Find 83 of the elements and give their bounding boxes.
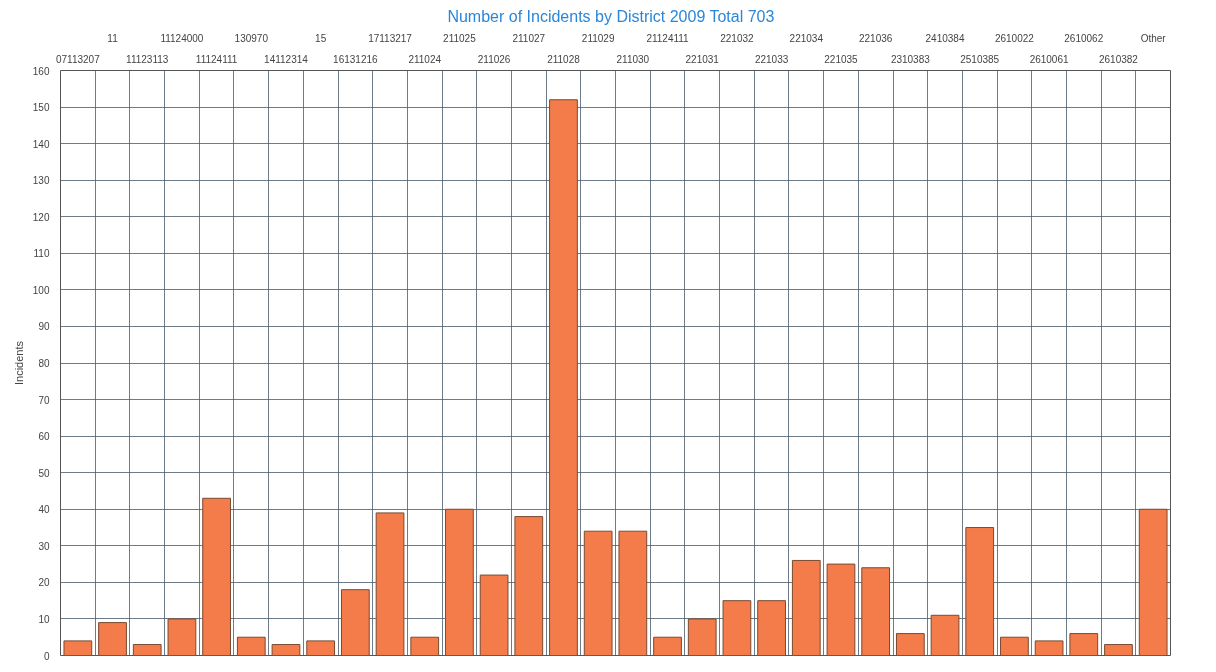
y-tick-label: 90 xyxy=(38,321,50,333)
bar xyxy=(618,530,648,656)
x-tick-label: 15 xyxy=(315,32,327,44)
y-tick-label: 20 xyxy=(38,577,50,589)
bar xyxy=(340,589,370,656)
x-tick-label: 2610022 xyxy=(994,32,1035,44)
y-tick-label: 0 xyxy=(43,650,50,662)
bar xyxy=(202,497,231,656)
x-tick-label: 211030 xyxy=(616,53,650,65)
x-tick-label: 2410384 xyxy=(925,32,965,44)
bar xyxy=(549,99,578,656)
bar xyxy=(1104,644,1133,656)
x-tick-label: 211029 xyxy=(581,32,615,44)
y-tick-label: 120 xyxy=(32,211,50,223)
y-tick-label: 130 xyxy=(32,175,50,187)
bar xyxy=(757,600,786,656)
x-tick-label: 14112314 xyxy=(264,53,309,65)
x-tick-label: 211024 xyxy=(408,53,442,65)
x-tick-label: 221033 xyxy=(754,53,789,65)
bar xyxy=(826,563,856,656)
x-tick-label: 221034 xyxy=(789,32,824,44)
bar xyxy=(583,530,613,656)
bar xyxy=(791,559,821,656)
y-tick-label: 80 xyxy=(38,358,50,369)
bar xyxy=(445,508,474,656)
x-tick-label: 130970 xyxy=(234,32,269,44)
y-tick-label: 70 xyxy=(38,394,50,406)
x-tick-label: 211028 xyxy=(547,53,581,65)
bar xyxy=(1069,633,1099,656)
x-tick-label: 11123113 xyxy=(126,53,169,65)
bar xyxy=(1000,636,1029,656)
bar xyxy=(653,636,682,656)
bar xyxy=(236,636,266,656)
x-tick-label: 11124111 xyxy=(195,53,238,65)
bar xyxy=(895,633,925,656)
y-tick-label: 140 xyxy=(32,138,50,150)
bar xyxy=(722,600,752,656)
x-tick-label: 211025 xyxy=(443,32,477,44)
x-tick-label: 21124111 xyxy=(646,32,690,44)
y-tick-label: 50 xyxy=(38,467,50,479)
bar xyxy=(965,527,995,656)
bar xyxy=(271,644,301,656)
y-axis-title: Incidents xyxy=(12,340,25,386)
x-tick-label: 221036 xyxy=(858,32,893,44)
y-tick-label: 160 xyxy=(32,65,50,77)
bar xyxy=(861,567,891,656)
x-tick-label: 11 xyxy=(107,32,119,44)
x-tick-label: 221031 xyxy=(685,53,720,65)
y-tick-label: 40 xyxy=(38,504,50,516)
x-tick-label: 211026 xyxy=(477,53,511,65)
bar xyxy=(306,640,336,656)
y-tick-label: 100 xyxy=(32,284,50,296)
x-tick-label: 17113217 xyxy=(368,32,413,44)
x-tick-label: 07113207 xyxy=(55,53,101,65)
x-tick-label: 16131216 xyxy=(333,53,379,65)
y-tick-label: 110 xyxy=(33,248,50,260)
bar xyxy=(98,622,127,656)
x-tick-label: 2310383 xyxy=(890,53,931,65)
bar xyxy=(1034,640,1064,656)
x-tick-label: Other xyxy=(1140,32,1167,44)
bar xyxy=(687,618,717,656)
bar xyxy=(410,636,440,656)
x-tick-label: 211027 xyxy=(512,32,546,44)
y-tick-label: 60 xyxy=(38,431,50,443)
bar xyxy=(479,574,509,656)
bar xyxy=(514,516,544,656)
x-tick-label: 11124000 xyxy=(160,32,204,44)
bar xyxy=(930,614,960,656)
bar xyxy=(167,618,197,656)
bar xyxy=(375,512,405,656)
chart-title: Number of Incidents by District 2009 Total 703 xyxy=(447,7,775,25)
bar xyxy=(1138,508,1168,656)
x-tick-label: 221035 xyxy=(824,53,859,65)
x-tick-label: 2510385 xyxy=(960,53,1000,65)
x-tick-label: 221032 xyxy=(720,32,755,44)
x-tick-label: 2610061 xyxy=(1029,53,1069,65)
x-tick-label: 2610062 xyxy=(1064,32,1104,44)
y-tick-label: 10 xyxy=(38,613,50,625)
bar xyxy=(63,640,93,656)
bar xyxy=(132,644,162,656)
x-tick-label: 2610382 xyxy=(1099,53,1139,65)
y-tick-label: 30 xyxy=(38,540,50,552)
y-tick-label: 150 xyxy=(32,102,50,114)
